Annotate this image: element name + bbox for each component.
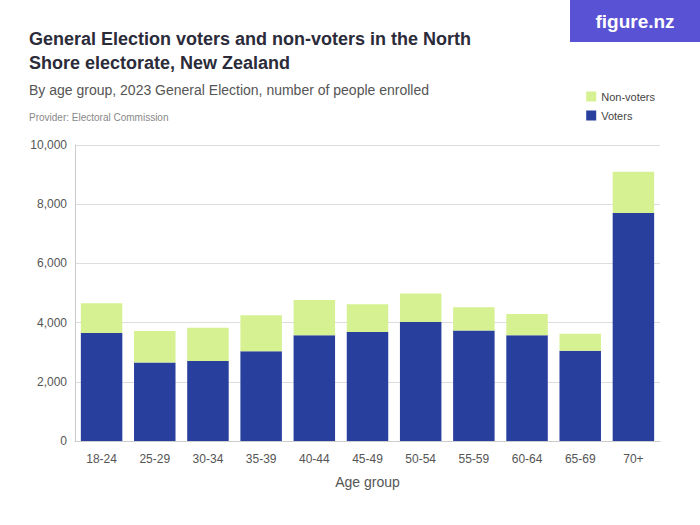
svg-text:55-59: 55-59 <box>459 452 490 466</box>
svg-text:2,000: 2,000 <box>37 375 67 389</box>
svg-text:40-44: 40-44 <box>299 452 330 466</box>
svg-text:35-39: 35-39 <box>246 452 277 466</box>
svg-text:By age group, 2023 General Ele: By age group, 2023 General Election, num… <box>29 82 429 98</box>
svg-text:50-54: 50-54 <box>405 452 436 466</box>
svg-text:Voters: Voters <box>601 110 633 122</box>
svg-text:30-34: 30-34 <box>193 452 224 466</box>
svg-text:45-49: 45-49 <box>352 452 383 466</box>
svg-text:70+: 70+ <box>623 452 643 466</box>
svg-text:figure.nz: figure.nz <box>595 11 674 32</box>
svg-text:65-69: 65-69 <box>565 452 596 466</box>
svg-text:Age group: Age group <box>335 474 400 490</box>
svg-text:Non-voters: Non-voters <box>601 91 655 103</box>
svg-text:General Election voters and no: General Election voters and non-voters i… <box>29 29 476 49</box>
svg-text:18-24: 18-24 <box>86 452 117 466</box>
svg-text:8,000: 8,000 <box>37 197 67 211</box>
svg-text:6,000: 6,000 <box>37 256 67 270</box>
svg-text:0: 0 <box>60 434 67 448</box>
svg-text:Shore electorate, New Zealand: Shore electorate, New Zealand <box>29 53 290 73</box>
svg-text:60-64: 60-64 <box>512 452 543 466</box>
svg-text:10,000: 10,000 <box>30 138 67 152</box>
svg-text:25-29: 25-29 <box>139 452 170 466</box>
svg-text:4,000: 4,000 <box>37 316 67 330</box>
svg-text:Provider: Electoral Commission: Provider: Electoral Commission <box>29 112 169 123</box>
